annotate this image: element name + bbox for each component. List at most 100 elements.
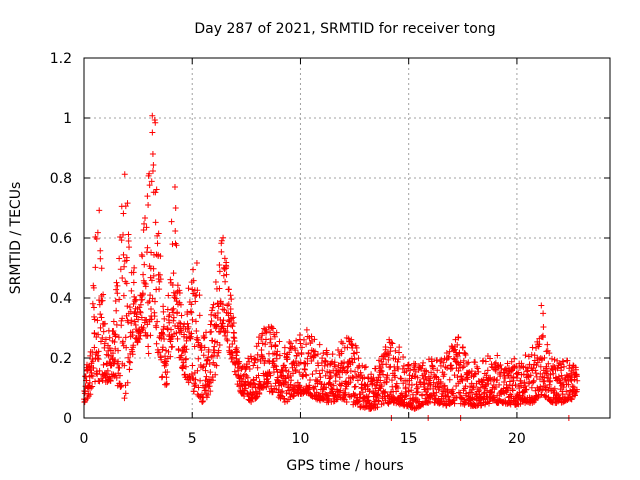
- data-point: [200, 335, 207, 342]
- y-tick-label: 0.2: [50, 351, 72, 367]
- data-point: [142, 283, 149, 290]
- data-point: [173, 330, 180, 337]
- data-point: [213, 362, 220, 369]
- data-point: [124, 303, 131, 310]
- data-point: [273, 355, 280, 362]
- data-point: [136, 336, 143, 343]
- data-point: [129, 329, 136, 336]
- data-point: [358, 372, 365, 379]
- data-point: [100, 361, 107, 368]
- data-point: [388, 339, 395, 346]
- data-point: [437, 362, 444, 369]
- data-point: [540, 378, 547, 385]
- data-point: [170, 317, 177, 324]
- data-point: [152, 119, 159, 126]
- data-point: [249, 389, 256, 396]
- data-point: [494, 352, 501, 359]
- data-point: [188, 309, 195, 316]
- data-point: [122, 390, 129, 397]
- data-point: [89, 358, 96, 365]
- chart-title: Day 287 of 2021, SRMTID for receiver ton…: [194, 21, 495, 37]
- data-point: [192, 292, 199, 299]
- data-point: [110, 328, 117, 335]
- data-point: [271, 333, 278, 340]
- data-point: [113, 279, 120, 286]
- data-point: [95, 356, 102, 363]
- data-point: [121, 263, 128, 270]
- data-point: [419, 400, 426, 407]
- data-point: [293, 337, 300, 344]
- data-point: [166, 319, 173, 326]
- data-point: [311, 336, 318, 343]
- data-point: [436, 384, 443, 391]
- data-point: [145, 202, 152, 209]
- data-point: [263, 328, 270, 335]
- data-point: [121, 395, 128, 402]
- data-point: [437, 358, 444, 365]
- data-point: [472, 359, 479, 366]
- data-point: [497, 361, 504, 368]
- data-point: [568, 367, 575, 374]
- data-point: [228, 296, 235, 303]
- data-point: [207, 321, 214, 328]
- data-point: [336, 391, 343, 398]
- data-point: [370, 374, 377, 381]
- data-point: [119, 315, 126, 322]
- data-point: [164, 306, 171, 313]
- data-point: [306, 377, 313, 384]
- data-point: [381, 389, 388, 396]
- data-point: [152, 219, 159, 226]
- data-point: [560, 358, 567, 365]
- data-point: [116, 372, 123, 379]
- data-point: [229, 323, 236, 330]
- data-point: [336, 374, 343, 381]
- data-point: [385, 352, 392, 359]
- data-point: [465, 359, 472, 366]
- data-point: [265, 378, 272, 385]
- data-point: [341, 389, 348, 396]
- data-point: [176, 319, 183, 326]
- data-point: [219, 320, 226, 327]
- data-point: [271, 362, 278, 369]
- data-point: [282, 364, 289, 371]
- data-point: [173, 242, 180, 249]
- data-point: [327, 381, 334, 388]
- data-point: [370, 393, 377, 400]
- data-point: [95, 331, 102, 338]
- data-point: [392, 347, 399, 354]
- data-point: [125, 237, 132, 244]
- data-point: [220, 272, 227, 279]
- data-point: [554, 365, 561, 372]
- data-point: [181, 343, 188, 350]
- data-point: [251, 359, 258, 366]
- data-point: [462, 383, 469, 390]
- data-point: [480, 357, 487, 364]
- data-point: [406, 372, 413, 379]
- data-point: [394, 358, 401, 365]
- data-point: [347, 367, 354, 374]
- data-point: [209, 337, 216, 344]
- data-point: [208, 328, 215, 335]
- data-point: [515, 369, 522, 376]
- data-point: [292, 366, 299, 373]
- data-point: [96, 301, 103, 308]
- data-point: [466, 369, 473, 376]
- data-point: [97, 247, 104, 254]
- data-point: [565, 381, 572, 388]
- data-point: [303, 326, 310, 333]
- data-point: [163, 380, 170, 387]
- data-point: [292, 347, 299, 354]
- data-point: [94, 317, 101, 324]
- data-point: [216, 268, 223, 275]
- data-point: [564, 357, 571, 364]
- data-point: [82, 388, 89, 395]
- data-point: [433, 389, 440, 396]
- data-point: [234, 349, 241, 356]
- data-point: [183, 355, 190, 362]
- data-point: [547, 377, 554, 384]
- data-point: [414, 389, 421, 396]
- data-point: [133, 311, 140, 318]
- data-point: [348, 341, 355, 348]
- data-point: [168, 326, 175, 333]
- data-point: [143, 224, 150, 231]
